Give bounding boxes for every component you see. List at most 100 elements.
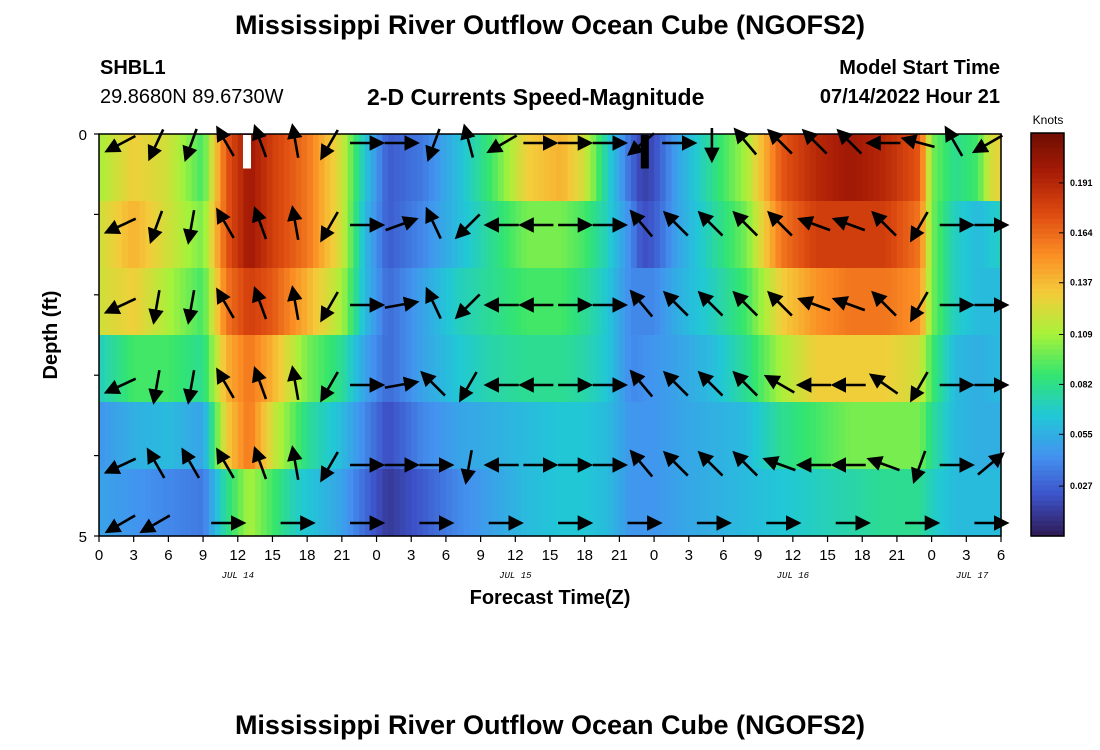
heatmap-cell: [856, 335, 863, 403]
heatmap-cell: [509, 201, 516, 269]
heatmap-cell: [497, 402, 505, 470]
heatmap-cell: [827, 402, 834, 470]
heatmap-cell: [948, 335, 956, 403]
colorbar-tick-label: 0.027: [1070, 481, 1093, 491]
heatmap-cell: [457, 335, 464, 403]
heatmap-cell: [376, 402, 383, 470]
heatmap-cell: [792, 469, 800, 537]
heatmap-cell: [717, 469, 725, 537]
heatmap-cell: [619, 268, 626, 336]
current-vector: [871, 290, 897, 317]
current-vector: [454, 213, 481, 240]
heatmap-cell: [584, 201, 592, 269]
heatmap-cell: [463, 469, 470, 537]
heatmap-cell: [231, 402, 239, 470]
heatmap-cell: [792, 268, 800, 336]
heatmap-cell: [515, 335, 522, 403]
heatmap-cell: [486, 268, 493, 336]
heatmap-cell: [110, 335, 117, 403]
heatmap-cell: [203, 402, 210, 470]
heatmap-cell: [717, 402, 725, 470]
heatmap-cell: [127, 134, 135, 202]
heatmap-cell: [451, 201, 459, 269]
heatmap-cell: [717, 335, 725, 403]
heatmap-cell: [983, 201, 991, 269]
heatmap-cell: [607, 201, 615, 269]
heatmap-cell: [457, 402, 464, 470]
heatmap-cell: [249, 469, 256, 537]
x-tick-label: 3: [685, 547, 693, 564]
heatmap-cell: [237, 402, 245, 470]
heatmap-cell: [665, 402, 673, 470]
heatmap-cell: [220, 469, 227, 537]
heatmap-cell: [723, 402, 730, 470]
heatmap-cell: [619, 469, 626, 537]
colorbar-segment: [1031, 208, 1064, 215]
heatmap-cell: [775, 469, 782, 537]
heatmap-cell: [972, 201, 979, 269]
heatmap-cell: [353, 402, 360, 470]
heatmap-cell: [746, 402, 753, 470]
heatmap-cell: [492, 201, 499, 269]
heatmap-cell: [642, 469, 649, 537]
heatmap-cell: [469, 335, 476, 403]
heatmap-cell: [659, 201, 667, 269]
chart-title: 2-D Currents Speed-Magnitude: [367, 84, 705, 110]
current-vector: [103, 297, 137, 315]
heatmap-cell: [151, 469, 158, 537]
heatmap-cell: [798, 335, 806, 403]
page-title-repeat: Mississippi River Outflow Ocean Cube (NG…: [234, 710, 866, 740]
heatmap-cell: [879, 402, 886, 470]
heatmap-cell: [353, 134, 360, 202]
heatmap-cell: [411, 469, 418, 537]
heatmap-cell: [954, 134, 962, 202]
heatmap-cell: [428, 335, 435, 403]
heatmap-cell: [497, 134, 505, 202]
colorbar-segment: [1031, 304, 1064, 310]
current-vector: [486, 134, 518, 154]
heatmap-cell: [492, 335, 499, 403]
heatmap-cell: [174, 201, 181, 269]
colorbar-segment: [1031, 178, 1064, 184]
heatmap-cell: [688, 402, 696, 470]
heatmap-cell: [237, 134, 245, 202]
heatmap-cell: [318, 402, 326, 470]
heatmap-cell: [943, 268, 950, 336]
heatmap-cell: [411, 402, 418, 470]
heatmap-cell: [266, 268, 274, 336]
heatmap-cell: [399, 469, 407, 537]
heatmap-cell: [642, 268, 649, 336]
heatmap-cell: [740, 402, 748, 470]
colorbar-segment: [1031, 228, 1064, 235]
heatmap-cell: [226, 402, 233, 470]
heatmap-cell: [324, 469, 331, 537]
heatmap-cell: [654, 335, 661, 403]
heatmap-cell: [671, 201, 678, 269]
heatmap-cell: [885, 201, 892, 269]
colorbar-segment: [1031, 344, 1064, 351]
heatmap-cell: [625, 335, 632, 403]
heatmap-cell: [648, 134, 655, 202]
heatmap-cell: [763, 469, 771, 537]
heatmap-cell: [220, 402, 227, 470]
heatmap-cell: [642, 402, 649, 470]
heatmap-cell: [804, 469, 811, 537]
heatmap-cell: [272, 134, 279, 202]
heatmap-cell: [827, 469, 834, 537]
heatmap-cell: [162, 469, 169, 537]
heatmap-cell: [324, 134, 331, 202]
heatmap-cell: [654, 134, 661, 202]
heatmap-cell: [561, 201, 568, 269]
heatmap-cell: [735, 469, 742, 537]
heatmap-cell: [682, 134, 690, 202]
heatmap-cell: [792, 402, 800, 470]
heatmap-cell: [255, 134, 262, 202]
heatmap-cell: [665, 335, 673, 403]
heatmap-cell: [943, 402, 950, 470]
colorbar-segment: [1031, 520, 1064, 527]
heatmap-cell: [445, 469, 453, 537]
heatmap-cell: [231, 268, 239, 336]
heatmap-cell: [341, 469, 349, 537]
heatmap-cell: [827, 134, 834, 202]
heatmap-cell: [648, 268, 655, 336]
